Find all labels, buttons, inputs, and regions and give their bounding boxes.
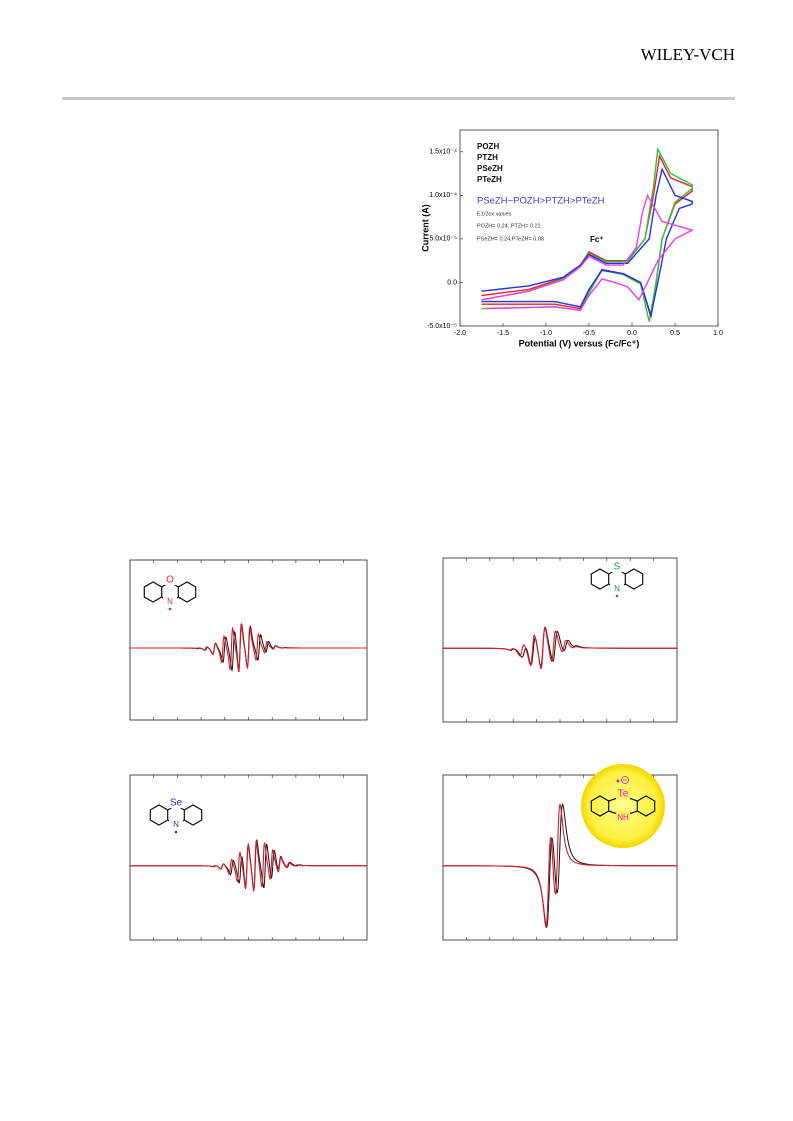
epr-figure: O N S N Se N Te NH <box>129 557 678 941</box>
epr-simulated <box>130 624 367 672</box>
epr-simulated <box>443 626 677 670</box>
glow <box>581 764 665 848</box>
x-tick-label: 1.0 <box>713 330 723 337</box>
annotation: Fc⁺ <box>590 235 604 244</box>
charge <box>621 776 629 784</box>
atom-bg <box>163 597 177 607</box>
nitrogen-atom: N <box>614 584 620 593</box>
x-tick-label: -2.0 <box>454 330 466 337</box>
publisher: WILEY-VCH <box>641 45 735 64</box>
atom-bg <box>169 798 183 808</box>
y-axis-label: Current (A) <box>420 204 430 252</box>
legend-entry: POZH <box>477 142 499 151</box>
atom-bg <box>616 811 630 821</box>
annotation: PSeZH~POZH>PTZH>PTeZH <box>477 196 605 207</box>
x-tick-label: 0.5 <box>670 330 680 337</box>
nitrogen-atom: N <box>167 597 173 606</box>
radical-dot <box>168 607 172 611</box>
atom-bg <box>163 575 177 585</box>
cv-chart: -2.0 -1.5 -1.0 -0.5 0.0 0.5 1.0 -5.0x10⁻⁵ 0.0 5.0… <box>420 129 723 348</box>
legend-entry: PTZH <box>477 153 498 162</box>
x-tick-label: -1.0 <box>540 330 552 337</box>
atom-bg <box>169 820 183 830</box>
x-tick-label: 0.0 <box>627 330 637 337</box>
panel-frame <box>129 774 368 941</box>
hetero-atom: S <box>614 562 621 573</box>
ring <box>183 804 203 826</box>
header-rule <box>62 97 735 100</box>
legend-entry: PTeZH <box>477 175 502 184</box>
y-tick-label: 5.0x10⁻⁵ <box>429 236 457 243</box>
x-tick-label: -0.5 <box>583 330 595 337</box>
hetero-atom: Te <box>618 789 629 800</box>
epr-simulated <box>443 802 677 929</box>
cv-curve <box>481 193 695 312</box>
y-tick-label: 1.0x10⁻⁴ <box>429 192 457 199</box>
ring <box>143 581 163 603</box>
radical-dot <box>615 594 619 598</box>
ring <box>177 581 197 603</box>
ring <box>624 568 644 590</box>
hetero-atom: O <box>166 575 174 586</box>
x-axis-label: Potential (V) versus (Fc/Fc⁺) <box>519 338 640 348</box>
atom-bg <box>610 562 624 572</box>
cv-curve <box>481 167 693 319</box>
annotation: POZH= 0.24, PTZH= 0.22 <box>477 223 541 229</box>
legend-entry: PSeZH <box>477 164 503 173</box>
nitrogen-atom: N <box>173 820 179 829</box>
annotation: PSeZH= 0.24,PTeZH= 0.08 <box>477 236 544 242</box>
y-tick-label: 0.0 <box>447 279 457 286</box>
y-tick-label: -5.0x10⁻⁵ <box>427 323 457 330</box>
ring <box>149 804 169 826</box>
y-tick-label: 1.5x10⁻⁴ <box>429 149 457 156</box>
radical-dot <box>616 779 620 783</box>
annotation: E1/2ox values <box>477 211 512 217</box>
epr-simulated <box>130 839 367 893</box>
x-tick-label: -1.5 <box>497 330 509 337</box>
ring <box>590 568 610 590</box>
atom-bg <box>616 789 630 799</box>
radical-dot <box>174 830 178 834</box>
nitrogen-atom: NH <box>617 813 629 822</box>
hetero-atom: Se <box>170 798 183 809</box>
atom-bg <box>610 584 624 594</box>
